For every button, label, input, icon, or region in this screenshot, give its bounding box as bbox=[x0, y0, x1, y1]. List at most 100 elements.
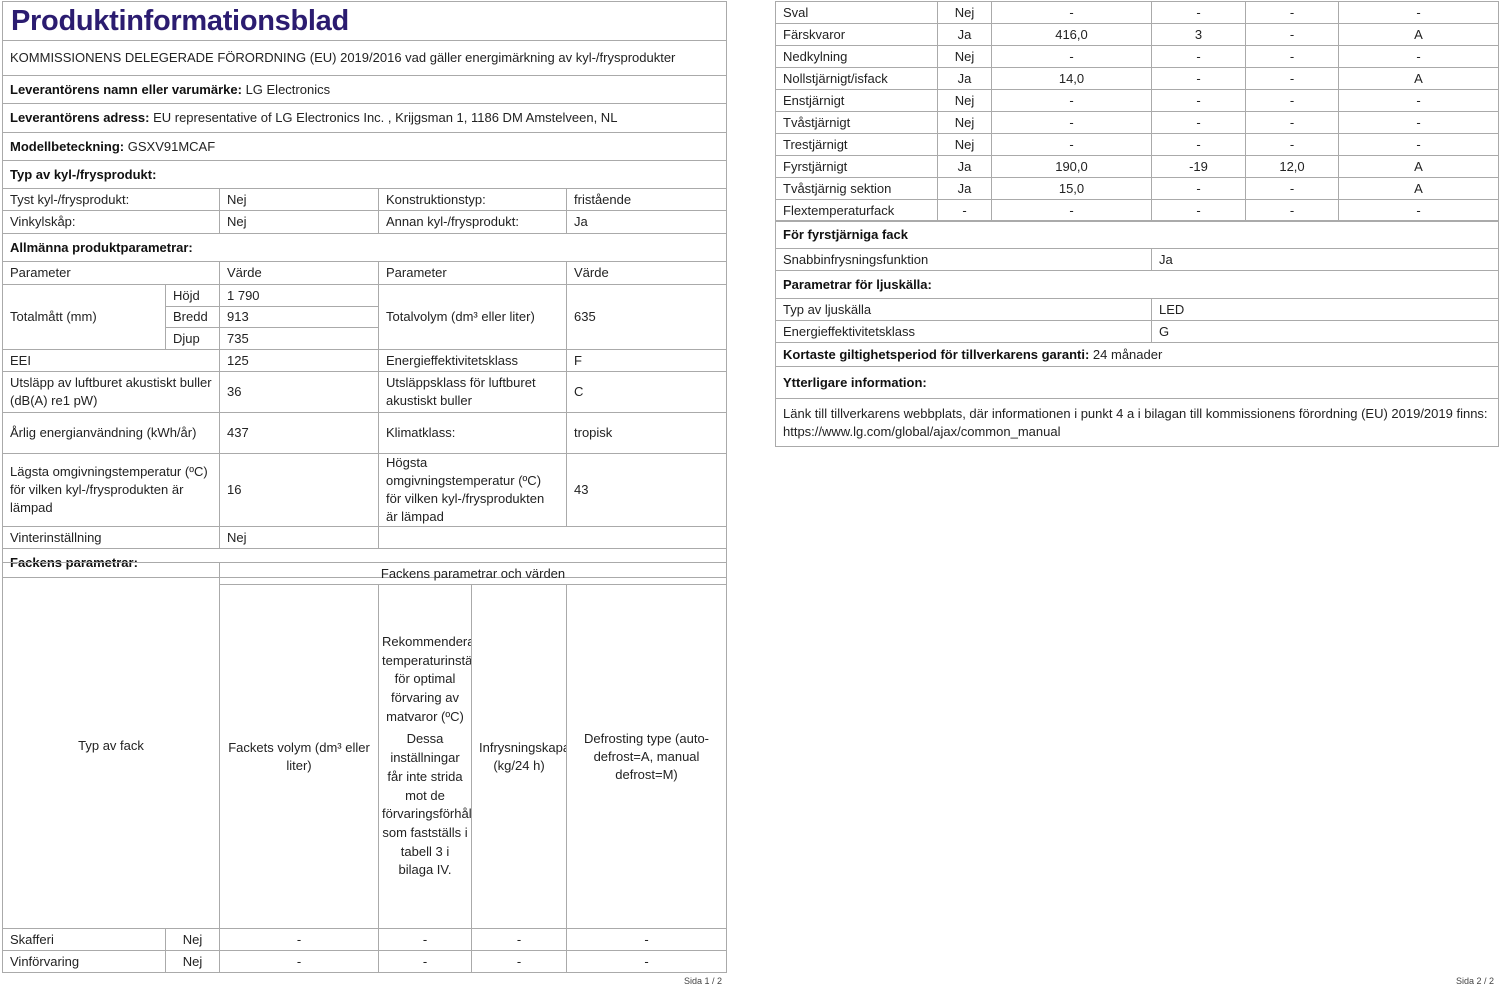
compartment-name: Vinförvaring bbox=[2, 950, 166, 973]
comp-freeze-header: Infrysningskapacitet (kg/24 h) bbox=[471, 584, 567, 929]
compartment-row: Trestjärnigt Nej - - - - bbox=[775, 133, 1499, 156]
cell: 913 bbox=[219, 306, 379, 328]
warranty-label: Kortaste giltighetsperiod för tillverkar… bbox=[783, 346, 1090, 362]
warranty-value: 24 månader bbox=[1092, 346, 1163, 362]
compartment-cell: - bbox=[378, 928, 472, 951]
compartment-cell: - bbox=[1245, 45, 1339, 68]
compartment-cell: - bbox=[1245, 67, 1339, 90]
header-cell: Värde bbox=[219, 261, 379, 285]
compartment-cell: - bbox=[991, 89, 1152, 112]
supplier-row: Leverantörens namn eller varumärke: LG E… bbox=[1, 75, 728, 104]
extra-text: Länk till tillverkarens webbplats, där i… bbox=[775, 398, 1499, 447]
comp-temp-header: Rekommenderad temperaturinställning för … bbox=[378, 584, 472, 929]
cell: Nej bbox=[219, 210, 379, 234]
compartment-cell: -19 bbox=[1151, 155, 1246, 178]
compartment-row: Enstjärnigt Nej - - - - bbox=[775, 89, 1499, 112]
model-label: Modellbeteckning: bbox=[10, 138, 125, 154]
comp-volume-header: Fackets volym (dm³ eller liter) bbox=[219, 584, 379, 929]
compartment-cell: Ja bbox=[937, 23, 992, 46]
compartment-name: Fyrstjärnigt bbox=[775, 155, 938, 178]
cell: Nej bbox=[219, 526, 379, 549]
compartment-cell: - bbox=[1338, 133, 1499, 156]
cell: Klimatklass: bbox=[378, 412, 567, 454]
cell: Lägsta omgivningstemperatur (ºC) för vil… bbox=[2, 453, 220, 527]
compartment-name: Nedkylning bbox=[775, 45, 938, 68]
cell: LED bbox=[1151, 298, 1499, 321]
header-cell: Parameter bbox=[378, 261, 567, 285]
compartment-cell: A bbox=[1338, 155, 1499, 178]
compartment-row: Flextemperaturfack - - - - - bbox=[775, 199, 1499, 222]
compartment-table-page1: Typ av fack Fackens parametrar och värden… bbox=[2, 562, 728, 973]
compartment-cell: - bbox=[1151, 133, 1246, 156]
empty-cell bbox=[377, 526, 728, 549]
compartment-cell: - bbox=[471, 928, 567, 951]
cell: EEI bbox=[2, 349, 220, 372]
cell: Högsta omgivningstemperatur (ºC) för vil… bbox=[378, 453, 567, 527]
cell: Konstruktionstyp: bbox=[378, 188, 567, 211]
cell: Energieffektivitetsklass bbox=[775, 320, 1152, 343]
header-cell: Parameter bbox=[2, 261, 220, 285]
compartment-cell: - bbox=[1245, 89, 1339, 112]
compartment-cell: Nej bbox=[165, 928, 220, 951]
compartment-cell: Ja bbox=[937, 177, 992, 200]
compartment-row: Tvåstjärnigt Nej - - - - bbox=[775, 111, 1499, 134]
cell: C bbox=[565, 371, 728, 413]
compartment-cell: - bbox=[1245, 199, 1339, 222]
compartment-name: Flextemperaturfack bbox=[775, 199, 938, 222]
cell: 1 790 bbox=[219, 284, 379, 307]
compartment-cell: 14,0 bbox=[991, 67, 1152, 90]
compartment-cell: - bbox=[1245, 111, 1339, 134]
cell: Energieffektivitetsklass bbox=[378, 349, 567, 372]
compartment-row: Nollstjärnigt/isfack Ja 14,0- - A bbox=[775, 67, 1499, 90]
cell: F bbox=[565, 349, 728, 372]
compartment-name: Enstjärnigt bbox=[775, 89, 938, 112]
cell: Djup bbox=[165, 327, 220, 350]
regulation: KOMMISSIONENS DELEGERADE FÖRORDNING (EU)… bbox=[1, 40, 728, 76]
compartment-cell: - bbox=[1245, 133, 1339, 156]
compartment-cell: Nej bbox=[937, 133, 992, 156]
compartment-table-page2: Sval Nej - - - - Färskvaror Ja 416,0 3- A Nedkylnin… bbox=[775, 1, 1499, 222]
cell: Ja bbox=[565, 210, 728, 234]
comp-temp-note: Dessa inställningar får inte strida mot … bbox=[382, 731, 472, 878]
cell: 735 bbox=[219, 327, 379, 350]
type-heading: Typ av kyl-/frysprodukt: bbox=[1, 160, 728, 189]
cell: Ja bbox=[1151, 248, 1499, 271]
compartment-cell: - bbox=[991, 199, 1152, 222]
compartment-cell: - bbox=[1151, 45, 1246, 68]
cell: Nej bbox=[219, 188, 379, 211]
cell: 43 bbox=[565, 453, 728, 527]
cell: Utsläppsklass för luftburet akustiskt bu… bbox=[378, 371, 567, 413]
supplier-label: Leverantörens namn eller varumärke: bbox=[10, 81, 242, 97]
compartment-cell: - bbox=[1151, 67, 1246, 90]
cell: fristående bbox=[565, 188, 728, 211]
compartment-cell: A bbox=[1338, 177, 1499, 200]
compartment-name: Tvåstjärnigt bbox=[775, 111, 938, 134]
compartment-cell: 3 bbox=[1151, 23, 1246, 46]
compartment-cell: - bbox=[1245, 177, 1339, 200]
compartment-cell: - bbox=[991, 1, 1152, 24]
compartment-name: Tvåstjärnig sektion bbox=[775, 177, 938, 200]
compartment-cell: - bbox=[1151, 177, 1246, 200]
cell: Årlig energianvändning (kWh/år) bbox=[2, 412, 220, 454]
page1-table: Produktinformationsblad KOMMISSIONENS DE… bbox=[1, 1, 728, 578]
page-footer-1: Sida 1 / 2 bbox=[684, 976, 723, 986]
compartment-cell: - bbox=[1151, 111, 1246, 134]
header-cell: Värde bbox=[565, 261, 728, 285]
compartment-row: Färskvaror Ja 416,0 3- A bbox=[775, 23, 1499, 46]
volume-value: 635 bbox=[565, 284, 728, 350]
cell: Annan kyl-/frysprodukt: bbox=[378, 210, 567, 234]
compartment-cell: - bbox=[991, 133, 1152, 156]
cell: 125 bbox=[219, 349, 379, 372]
compartment-cell: - bbox=[991, 111, 1152, 134]
four-star-heading: För fyrstjärniga fack bbox=[775, 220, 1499, 249]
light-heading: Parametrar för ljuskälla: bbox=[775, 270, 1499, 299]
compartment-name: Sval bbox=[775, 1, 938, 24]
model-value: GSXV91MCAF bbox=[127, 138, 216, 154]
compartment-cell: 416,0 bbox=[991, 23, 1152, 46]
cell: G bbox=[1151, 320, 1499, 343]
compartment-cell: - bbox=[937, 199, 992, 222]
address-row: Leverantörens adress: EU representative … bbox=[1, 103, 728, 133]
cell: tropisk bbox=[565, 412, 728, 454]
compartment-name: Skafferi bbox=[2, 928, 166, 951]
general-heading: Allmänna produktparametrar: bbox=[1, 233, 728, 262]
